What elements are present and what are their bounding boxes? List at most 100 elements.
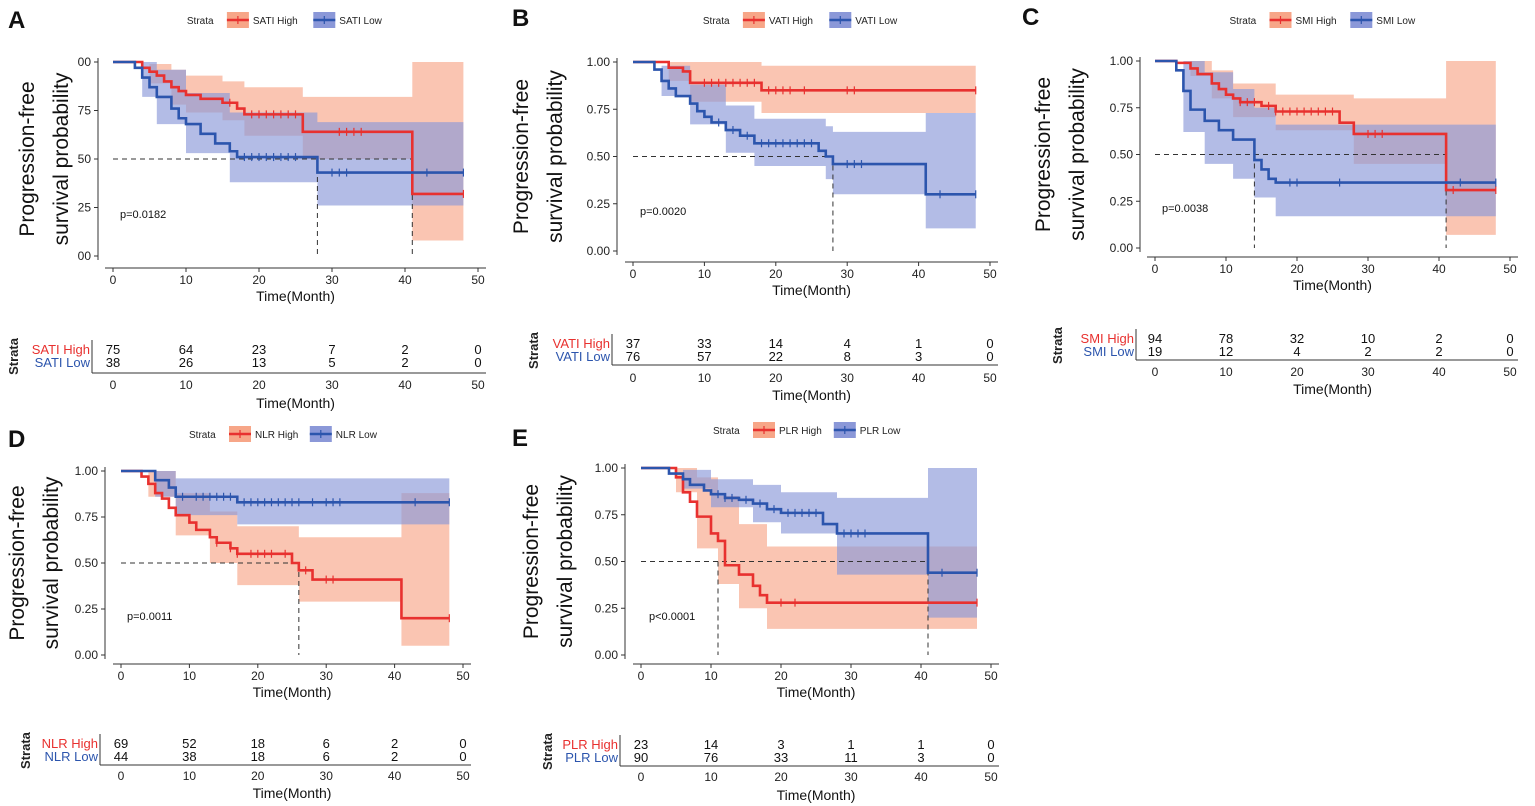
legend-high-label: VATI High (769, 16, 813, 27)
risk-row-label-high: PLR High (562, 737, 618, 752)
legend-high-label: PLR High (779, 426, 822, 437)
x-tick-label: 40 (914, 669, 928, 683)
risk-strata-title: Strata (6, 337, 21, 375)
risk-count: 11 (844, 750, 858, 765)
risk-count: 38 (182, 749, 196, 764)
risk-x-tick-label: 30 (325, 378, 339, 392)
y-tick-label: 1.00 (595, 461, 619, 475)
risk-count: 5 (328, 355, 335, 370)
x-tick-label: 0 (1152, 262, 1159, 276)
risk-x-tick-label: 0 (110, 378, 117, 392)
legend-title: Strata (1230, 16, 1257, 27)
x-tick-label: 20 (252, 273, 266, 287)
panel-A: A Strata SATI High SATI LowProgression-free… (6, 7, 486, 411)
x-tick-label: 0 (630, 267, 637, 281)
x-tick-label: 10 (183, 669, 197, 683)
risk-row-label-high: VATI High (553, 336, 610, 351)
legend-title: Strata (713, 426, 740, 437)
x-tick-label: 40 (398, 273, 412, 287)
risk-count: 2 (391, 736, 398, 751)
risk-count: 6 (323, 749, 330, 764)
risk-count: 3 (915, 349, 922, 364)
risk-count: 38 (106, 355, 120, 370)
x-tick-label: 20 (1290, 262, 1304, 276)
p-value: p<0.0001 (649, 611, 695, 623)
x-tick-label: 50 (456, 669, 470, 683)
y-axis-title-line2: survival probability (40, 476, 63, 649)
risk-x-tick-label: 10 (179, 378, 193, 392)
median-lines (641, 561, 929, 655)
x-tick-label: 40 (1432, 262, 1446, 276)
y-tick-label: 0.75 (1110, 101, 1134, 115)
risk-x-tick-label: 40 (1432, 365, 1446, 379)
risk-count: 8 (844, 349, 851, 364)
risk-count: 10 (1361, 331, 1375, 346)
km-curve-low (641, 466, 977, 575)
km-curve-low (633, 60, 976, 196)
legend: Strata PLR High PLR Low (713, 422, 901, 438)
legend-low-label: SATI Low (339, 16, 382, 27)
panel-letter: C (1022, 4, 1039, 31)
y-tick-label: 0.25 (75, 602, 99, 616)
x-tick-label: 40 (388, 669, 402, 683)
x-tick-label: 20 (769, 267, 783, 281)
y-axis-title-line1: Progression-free (1032, 77, 1055, 232)
risk-count: 2 (1435, 331, 1442, 346)
legend-title: Strata (703, 16, 730, 27)
x-axis-title: Time(Month) (772, 282, 851, 298)
risk-count: 1 (917, 737, 924, 752)
median-lines (633, 156, 834, 251)
y-tick-label: 0.50 (1110, 148, 1134, 162)
p-value: p=0.0020 (640, 206, 686, 218)
legend-title: Strata (189, 430, 216, 441)
y-tick-label: 0.75 (587, 102, 611, 116)
legend-title: Strata (187, 16, 214, 27)
y-axis-title-line1: Progression-free (510, 79, 533, 234)
risk-count: 19 (1148, 344, 1162, 359)
x-tick-label: 0 (118, 669, 125, 683)
km-curve-high (641, 466, 977, 604)
y-tick-label: 00 (78, 249, 92, 263)
x-tick-label: 10 (1219, 262, 1233, 276)
risk-x-tick-label: 40 (388, 769, 402, 783)
risk-x-axis-title: Time(Month) (777, 787, 856, 803)
risk-x-tick-label: 50 (471, 378, 485, 392)
x-tick-label: 10 (179, 273, 193, 287)
x-axis-title: Time(Month) (777, 684, 856, 700)
risk-x-axis-title: Time(Month) (253, 785, 332, 801)
risk-x-axis-title: Time(Month) (256, 395, 335, 411)
y-axis-title-line1: Progression-free (520, 484, 543, 639)
x-axis-title: Time(Month) (253, 684, 332, 700)
x-tick-label: 30 (841, 267, 855, 281)
panel-B: B Strata VATI High VATI LowProgression-free… (510, 5, 998, 403)
risk-count: 37 (626, 336, 640, 351)
legend: Strata SATI High SATI Low (187, 12, 383, 28)
y-tick-label: 25 (78, 201, 92, 215)
y-tick-label: 75 (78, 104, 92, 118)
y-tick-label: 0.00 (1110, 241, 1134, 255)
km-curve-low (1155, 59, 1496, 184)
y-tick-label: 0.25 (1110, 194, 1134, 208)
risk-count: 0 (474, 342, 481, 357)
risk-strata-title: Strata (526, 331, 541, 369)
panel-letter: D (8, 426, 25, 453)
risk-x-tick-label: 40 (914, 770, 928, 784)
y-tick-label: 0.50 (595, 555, 619, 569)
risk-count: 0 (987, 750, 994, 765)
risk-count: 12 (1219, 344, 1233, 359)
y-tick-label: 0.25 (587, 197, 611, 211)
risk-strata-title: Strata (540, 732, 555, 770)
risk-count: 0 (986, 336, 993, 351)
risk-count: 0 (987, 737, 994, 752)
risk-x-tick-label: 20 (774, 770, 788, 784)
risk-row-label-low: PLR Low (565, 750, 618, 765)
risk-row-label-low: SMI Low (1083, 344, 1134, 359)
y-tick-label: 1.00 (1110, 54, 1134, 68)
risk-count: 32 (1290, 331, 1304, 346)
risk-row-label-high: SMI High (1081, 331, 1134, 346)
x-tick-label: 20 (774, 669, 788, 683)
y-tick-label: 00 (78, 55, 92, 69)
